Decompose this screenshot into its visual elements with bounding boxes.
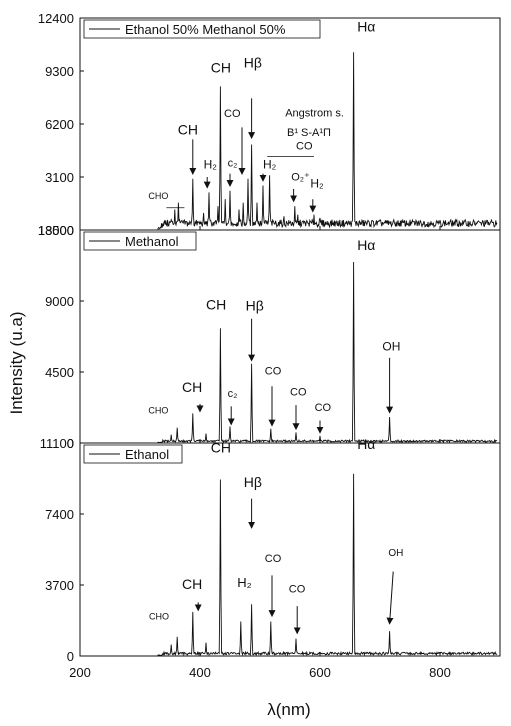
- peak-annotation: H₂: [237, 575, 251, 590]
- peak-annotation: Hα: [357, 19, 375, 35]
- panel-2-y-tick-label: 4500: [45, 365, 74, 380]
- peak-annotation: c₂: [228, 388, 238, 400]
- peak-annotation: c₂: [228, 158, 238, 170]
- panel-1-y-tick-label: 3100: [45, 170, 74, 185]
- panel-3-y-tick-label: 11100: [40, 436, 74, 451]
- peak-annotation: B¹ S-A¹Π: [287, 127, 331, 139]
- peak-annotation: Hα: [357, 436, 375, 452]
- peak-annotation: CH: [182, 576, 202, 592]
- peak-annotation: OH: [388, 548, 403, 559]
- peak-annotation: Hβ: [246, 297, 264, 313]
- peak-annotation: OH: [382, 340, 400, 354]
- panel-3-y-tick-label: 7400: [45, 507, 74, 522]
- x-axis-title: λ(nm): [267, 700, 310, 719]
- legend-label: Methanol: [125, 234, 179, 249]
- peak-annotation: CHO: [149, 612, 169, 622]
- panel-1-y-tick-label: 6200: [45, 117, 74, 132]
- peak-annotation: CO: [265, 553, 282, 565]
- panel-1-y-tick-label: 9300: [45, 64, 74, 79]
- y-axis-title: Intensity (u.a): [7, 312, 26, 415]
- panel-1-frame: [79, 17, 501, 231]
- peak-annotation: CO: [290, 387, 307, 399]
- panel-1-legend: Ethanol 50% Methanol 50%: [83, 19, 321, 39]
- peak-annotation: Angstrom s.: [285, 107, 344, 119]
- peak-annotation: CO: [315, 402, 332, 414]
- panel-3-y-tick-label: 3700: [45, 578, 74, 593]
- panel-2-frame: [79, 229, 501, 444]
- panel-1-y-tick-label: 12400: [38, 11, 74, 26]
- peak-annotation: CH: [178, 121, 198, 137]
- panel-2-y-tick-label: 9000: [45, 294, 74, 309]
- panel-2-spectrum-line: [80, 261, 498, 444]
- peak-annotation: CH: [206, 296, 226, 312]
- legend-label: Ethanol 50% Methanol 50%: [125, 22, 286, 37]
- legend-box: [83, 231, 197, 251]
- panel-2-y-tick-label: 13500: [38, 223, 74, 238]
- panel-3-spectrum-line: [80, 473, 498, 657]
- x-tick-label: 800: [429, 665, 451, 680]
- peak-annotation: CH: [182, 379, 202, 395]
- peak-annotation: Hβ: [244, 474, 262, 490]
- peak-annotation: H₂: [204, 157, 218, 171]
- x-tick-label: 400: [189, 665, 211, 680]
- peak-annotation: H₂: [310, 176, 324, 190]
- peak-annotation: CHO: [148, 405, 168, 415]
- peak-annotation: CO: [296, 141, 313, 153]
- panel-1-spectrum-line: [80, 52, 498, 231]
- panel-2-y-tick-label: 0: [67, 436, 74, 451]
- peak-annotation: CO: [289, 584, 306, 596]
- legend-box: [83, 444, 183, 464]
- peak-annotation: CO: [224, 108, 241, 120]
- peak-annotation: CH: [211, 440, 231, 456]
- x-tick-label: 200: [69, 665, 91, 680]
- peak-annotation: CHO: [148, 191, 168, 201]
- panel-1-y-tick-label: 18000: [38, 223, 74, 238]
- panel-3-frame: [79, 442, 501, 657]
- peak-annotation: H₂: [263, 157, 277, 171]
- panel-2-legend: Methanol: [83, 231, 197, 251]
- peak-annotation: Hα: [357, 237, 375, 253]
- panel-3-legend: Ethanol: [83, 444, 183, 464]
- peak-annotation: CO: [265, 365, 282, 377]
- peak-annotation: CH: [211, 60, 231, 76]
- x-tick-label: 600: [309, 665, 331, 680]
- peak-annotation: Hβ: [244, 55, 262, 71]
- legend-box: [83, 19, 321, 39]
- peak-annotation: O₂⁺: [291, 171, 310, 183]
- legend-label: Ethanol: [125, 447, 169, 462]
- panel-3-y-tick-label: 0: [67, 649, 74, 664]
- peak-arrow: [386, 571, 394, 625]
